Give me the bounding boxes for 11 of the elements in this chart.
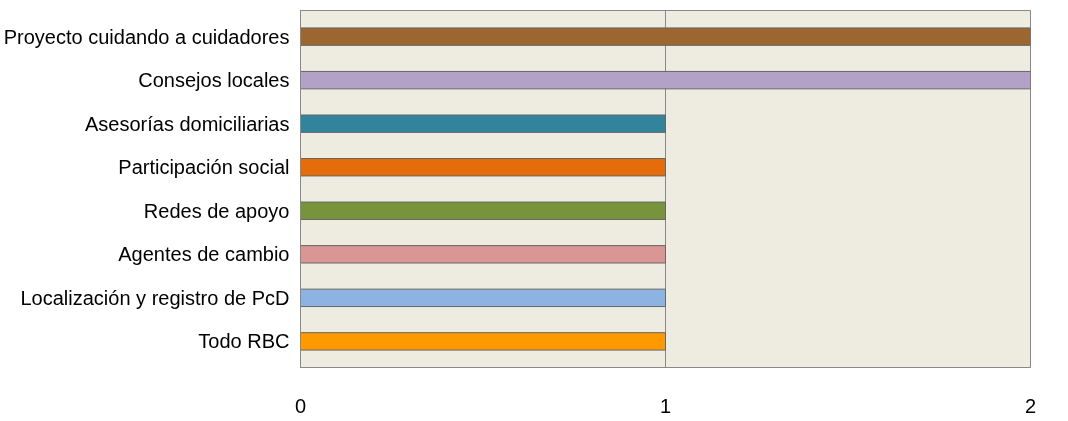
y-tick-label: Redes de apoyo xyxy=(143,199,290,222)
y-tick-label: Todo RBC xyxy=(198,330,290,353)
y-tick-label: Participación social xyxy=(118,156,290,179)
x-tick-label: 0 xyxy=(294,394,307,417)
y-tick-label: Consejos locales xyxy=(138,69,290,92)
x-tick-label: 2 xyxy=(1024,394,1037,417)
x-tick-label: 1 xyxy=(659,394,672,417)
y-tick-label: Proyecto cuidando a cuidadores xyxy=(3,25,290,48)
y-tick-label: Asesorías domiciliarias xyxy=(84,112,290,135)
y-tick-label: Localización y registro de PcD xyxy=(20,286,290,309)
y-tick-label: Agentes de cambio xyxy=(118,243,290,266)
